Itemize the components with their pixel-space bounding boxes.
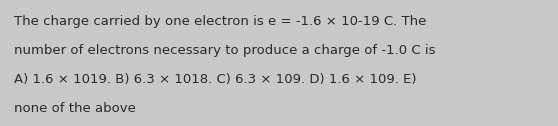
Text: number of electrons necessary to produce a charge of -1.0 C is: number of electrons necessary to produce… bbox=[14, 44, 435, 57]
Text: A) 1.6 × 1019. B) 6.3 × 1018. C) 6.3 × 109. D) 1.6 × 109. E): A) 1.6 × 1019. B) 6.3 × 1018. C) 6.3 × 1… bbox=[14, 73, 416, 86]
Text: The charge carried by one electron is e = -1.6 × 10-19 C. The: The charge carried by one electron is e … bbox=[14, 15, 426, 28]
Text: none of the above: none of the above bbox=[14, 102, 136, 115]
